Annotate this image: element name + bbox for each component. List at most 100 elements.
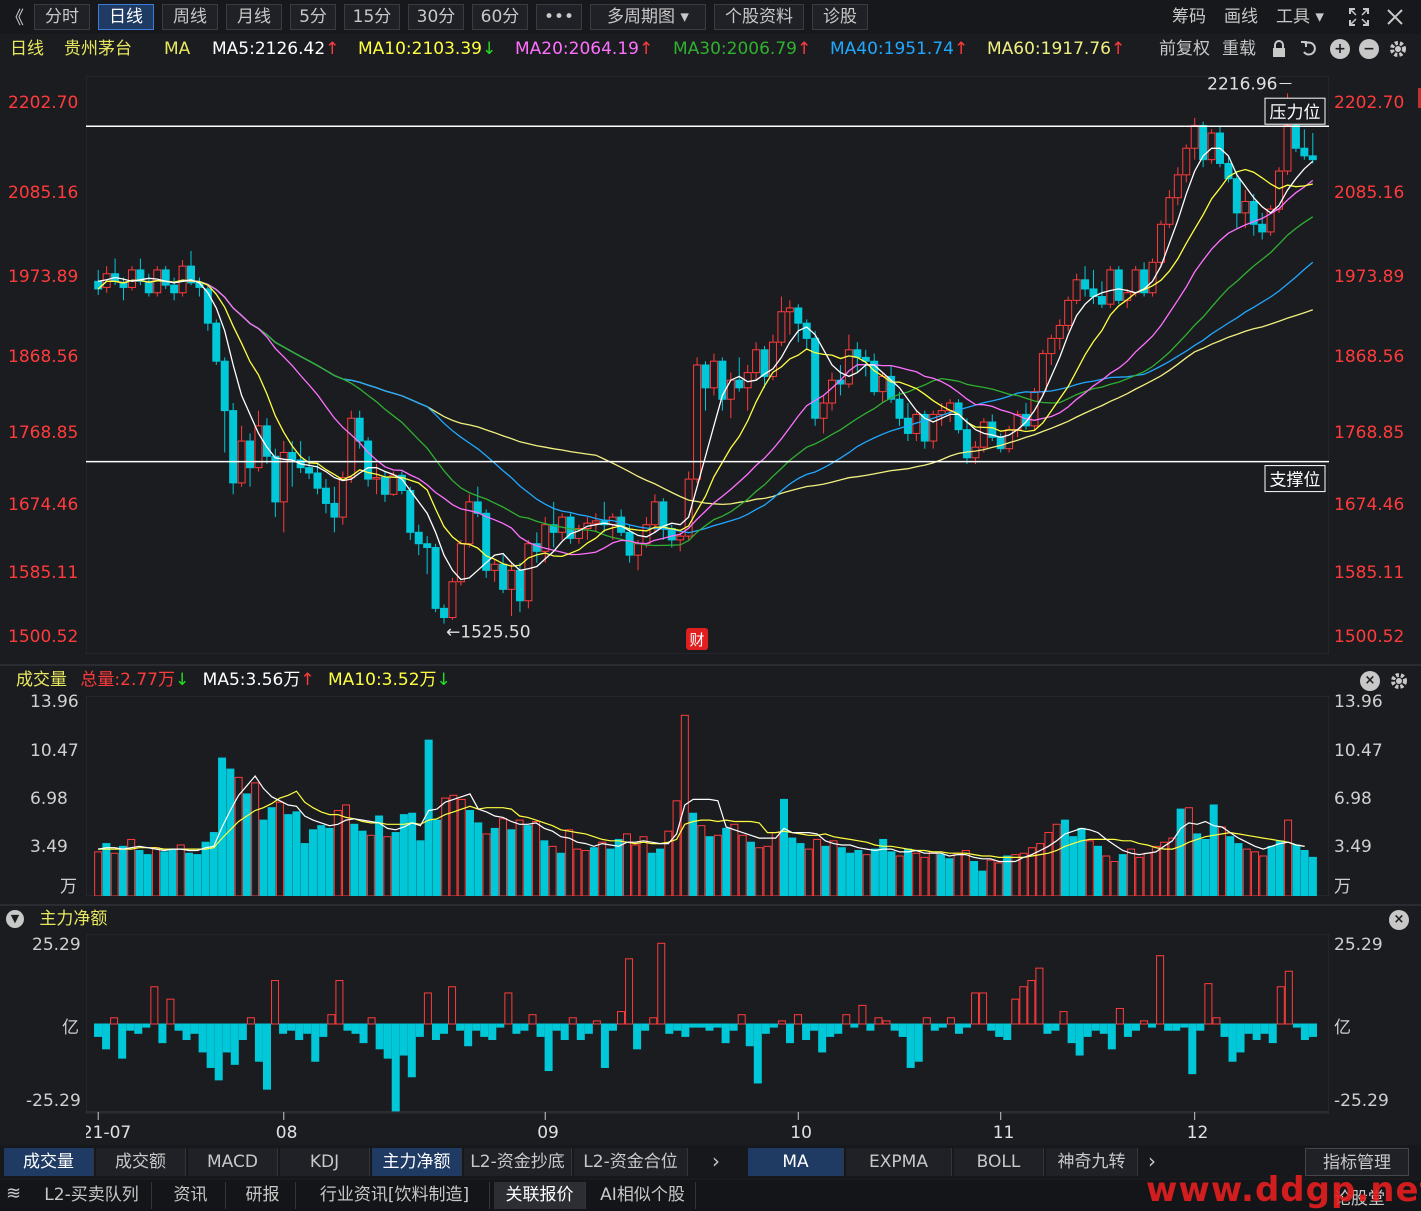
footer-tab[interactable]: AI相似个股 <box>590 1182 696 1209</box>
volume-tick-right: 10.47 <box>1334 740 1383 761</box>
close-icon[interactable] <box>1386 8 1404 26</box>
period-tab[interactable]: 60分 <box>472 4 528 30</box>
period-tab[interactable]: 15分 <box>344 4 400 30</box>
indicator-tab[interactable]: 主力净额 <box>372 1148 462 1176</box>
volume-bar <box>1184 807 1193 896</box>
candle-body <box>465 501 474 545</box>
chips-button[interactable]: 筹码 <box>1172 7 1206 27</box>
flow-bar <box>689 1023 698 1028</box>
candle-body <box>828 379 837 404</box>
flow-bar <box>906 1023 915 1068</box>
indicator-tab[interactable]: MACD <box>188 1148 278 1176</box>
indicator-tab[interactable]: 成交量 <box>4 1148 94 1176</box>
period-tab[interactable]: 多周期图 ▾ <box>590 4 706 30</box>
footer-tab[interactable]: 资讯 <box>156 1182 226 1209</box>
candle-body <box>617 516 626 533</box>
period-tab[interactable]: 个股资料 <box>714 4 804 30</box>
forum-button[interactable]: 论股堂 <box>1334 1189 1385 1209</box>
volume-chart[interactable] <box>86 696 1329 896</box>
flow-bar <box>1308 1023 1317 1037</box>
reload-button[interactable]: 重载 <box>1222 39 1256 59</box>
double-chevron-left-icon[interactable]: 《 <box>6 8 24 29</box>
candle <box>650 494 659 533</box>
candle-body <box>94 280 103 290</box>
candle-body <box>330 502 339 518</box>
footer-tab[interactable]: 研报 <box>230 1182 296 1209</box>
flow-bar <box>198 1023 207 1053</box>
volume-bar <box>647 852 656 896</box>
flow-chart[interactable] <box>86 934 1329 1114</box>
collapse-icon[interactable]: ▼ <box>6 910 24 928</box>
chevron-right-icon[interactable]: › <box>712 1149 720 1173</box>
period-tab[interactable]: 5分 <box>290 4 336 30</box>
candle-body <box>414 531 423 545</box>
period-tab[interactable]: ••• <box>536 4 582 30</box>
period-tab[interactable]: 分时 <box>34 4 90 30</box>
period-tab[interactable]: 30分 <box>408 4 464 30</box>
candle <box>979 418 988 453</box>
volume-bar <box>1085 840 1094 896</box>
volume-close-icon[interactable]: × <box>1360 671 1380 691</box>
flow-bar <box>472 1023 481 1031</box>
flow-bar <box>810 1023 819 1031</box>
overlay-tab[interactable]: EXPMA <box>846 1148 952 1176</box>
candle-body <box>389 474 398 495</box>
undo-icon[interactable] <box>1300 40 1318 58</box>
zoom-in-icon[interactable]: + <box>1330 39 1350 59</box>
support-label: 支撑位 <box>1270 471 1321 491</box>
candle <box>271 448 280 518</box>
candle-body <box>448 581 457 618</box>
period-tab[interactable]: 月线 <box>226 4 282 30</box>
candle-body <box>1114 269 1123 301</box>
indicator-tab[interactable]: L2-资金合位 <box>574 1148 688 1176</box>
candle-body <box>979 421 988 448</box>
period-tab[interactable]: 周线 <box>162 4 218 30</box>
lock-icon[interactable] <box>1271 40 1287 58</box>
volume-bar <box>342 804 351 896</box>
candle-body <box>777 311 786 343</box>
period-tab[interactable]: 日线 <box>98 4 154 30</box>
overlay-tab[interactable]: 神奇九转 <box>1046 1148 1138 1176</box>
indicator-manage-button[interactable]: 指标管理 <box>1305 1148 1409 1176</box>
volume-bar <box>1160 841 1169 896</box>
flow-bar <box>649 1017 658 1025</box>
overlay-tab[interactable]: BOLL <box>954 1148 1044 1176</box>
flow-close-icon[interactable]: × <box>1389 910 1409 930</box>
flow-bar <box>1164 1023 1173 1031</box>
period-tab[interactable]: 诊股 <box>812 4 868 30</box>
indicator-name[interactable]: MA <box>164 39 191 59</box>
indicator-tab[interactable]: 成交额 <box>96 1148 186 1176</box>
footer-tab[interactable]: 行业资讯[饮料制造] <box>300 1182 490 1209</box>
flow-tick-left: 25.29 <box>32 934 81 955</box>
candle <box>423 536 432 575</box>
tools-menu-button[interactable]: 工具 ▾ <box>1276 7 1324 27</box>
gear-icon[interactable] <box>1388 39 1408 59</box>
volume-total: 总量:2.77万 <box>80 670 175 690</box>
ma30-line <box>97 216 1314 547</box>
volume-bar <box>408 812 417 896</box>
ma10-line <box>97 168 1313 567</box>
footer-tab[interactable]: L2-买卖队列 <box>32 1182 152 1209</box>
indicator-tab[interactable]: KDJ <box>280 1148 370 1176</box>
volume-bar <box>994 862 1003 896</box>
expand-icon[interactable] <box>1348 7 1370 27</box>
double-chevron-down-icon[interactable]: ≋ <box>6 1183 22 1204</box>
indicator-tab[interactable]: L2-资金抄底 <box>464 1148 572 1176</box>
adjust-button[interactable]: 前复权 <box>1159 39 1210 59</box>
overlay-tab[interactable]: MA <box>748 1148 844 1176</box>
flow-bar <box>922 1017 931 1025</box>
price-tick-left: 1868.56 <box>8 347 79 368</box>
flow-bar <box>94 1023 103 1037</box>
flow-bar <box>673 1023 682 1031</box>
volume-gear-icon[interactable] <box>1389 671 1409 691</box>
candle-body <box>634 543 643 556</box>
zoom-out-icon[interactable]: − <box>1359 39 1379 59</box>
stock-name[interactable]: 贵州茅台 <box>64 39 132 59</box>
volume-bar <box>978 870 987 896</box>
candle-body <box>760 349 769 377</box>
footer-tab[interactable]: 关联报价 <box>494 1182 586 1209</box>
chevron-right-icon[interactable]: › <box>1148 1149 1156 1173</box>
draw-line-button[interactable]: 画线 <box>1224 7 1258 27</box>
volume-bar <box>515 819 524 896</box>
